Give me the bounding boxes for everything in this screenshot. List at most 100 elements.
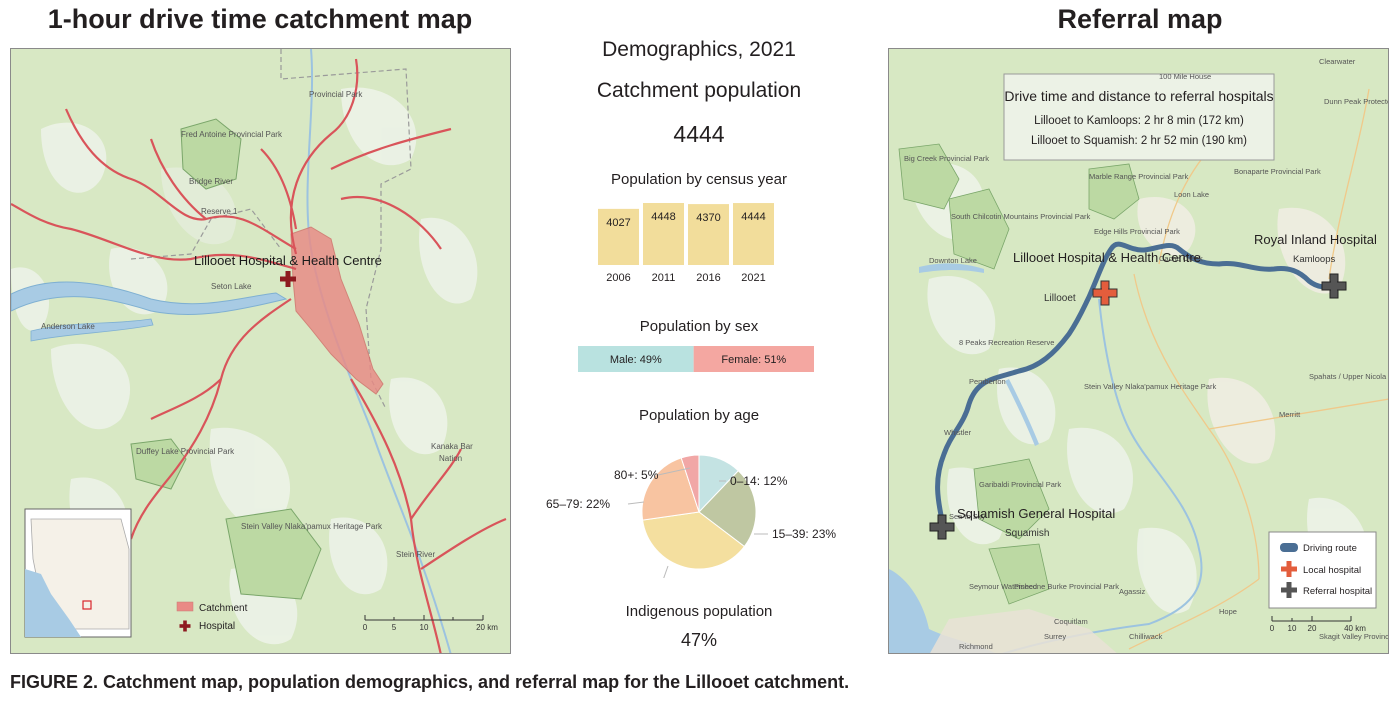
- pemberton-label: Pemberton: [969, 377, 1006, 386]
- census-year-label: 2006: [606, 272, 630, 284]
- right-scale-tick-0: 0: [1270, 624, 1275, 633]
- right-scale-tick-10: 10: [1288, 624, 1297, 633]
- age-leader-line: [657, 467, 691, 476]
- ocean: [889, 569, 995, 653]
- info-box-kamloops: Lillooet to Kamloops: 2 hr 8 min (172 km…: [1034, 115, 1244, 127]
- catchment-roads: [11, 58, 507, 653]
- anderson-lake-label: Anderson Lake: [41, 322, 95, 331]
- surrey-label: Surrey: [1044, 632, 1066, 641]
- mile-house-label: 100 Mile House: [1159, 72, 1211, 81]
- kamloops-label: Kamloops: [1293, 254, 1335, 265]
- royal-inland-cross-icon[interactable]: [1321, 273, 1347, 299]
- duffey-lake-label: Duffey Lake Provincial Park: [136, 447, 235, 456]
- marble-range-label: Marble Range Provincial Park: [1089, 172, 1188, 181]
- metro-area: [930, 609, 1117, 653]
- local-hospital-cross-icon[interactable]: [1092, 280, 1118, 306]
- lillooet-hospital-label: Lillooet Hospital & Health Centre: [194, 253, 382, 268]
- age-chart-title: Population by age: [638, 407, 760, 424]
- seton-lake: [11, 281, 288, 315]
- richmond-label: Richmond: [959, 642, 993, 651]
- referral-place-labels: Clearwater 100 Mile House Dunn Peak Prot…: [904, 57, 1389, 651]
- info-box-squamish: Lillooet to Squamish: 2 hr 52 min (190 k…: [1031, 135, 1247, 147]
- downton-lake: [919, 263, 984, 273]
- locator-inset: [24, 508, 194, 638]
- right-lillooet-hospital-label: Lillooet Hospital & Health Centre: [1013, 250, 1201, 265]
- marble-range-park: [1088, 163, 1140, 220]
- female-segment: [693, 346, 814, 372]
- driving-route: [935, 241, 1342, 532]
- clearwater-label: Clearwater: [1319, 57, 1356, 66]
- squamish-cross-icon[interactable]: [929, 514, 955, 540]
- regional-boundary: [280, 49, 412, 410]
- right-map-heading: Referral map: [1057, 4, 1223, 34]
- age-leader-line: [663, 565, 669, 578]
- garibaldi-park: [973, 458, 1050, 540]
- sex-chart-title: Population by sex: [639, 318, 759, 335]
- age-label: 0–14: 12%: [730, 474, 788, 488]
- demographics-title: Demographics, 2021: [602, 38, 796, 61]
- stein-valley-right-label: Stein Valley Nlaka'pamux Heritage Park: [1084, 382, 1216, 391]
- right-scale-tick-20: 20: [1308, 624, 1317, 633]
- catchment-area: [290, 226, 384, 395]
- census-year-label: 2021: [741, 272, 765, 284]
- catchment-population-label: Catchment population: [596, 79, 802, 102]
- stein-river-label: Stein River: [396, 550, 435, 559]
- age-label: 65–79: 22%: [546, 497, 610, 511]
- squamish-label: Squamish: [1005, 528, 1049, 539]
- census-value-label: 4448: [651, 211, 675, 223]
- census-bar-2021: [733, 203, 774, 265]
- fred-antoine-park: [180, 118, 242, 190]
- census-bar-chart: 4027 2006 4448 2011 4370 2016 4444 2021: [598, 203, 774, 284]
- male-segment: [578, 346, 694, 372]
- census-value-label: 4027: [606, 217, 630, 229]
- south-chilcotin-label: South Chilcotin Mountains Provincial Par…: [951, 212, 1090, 221]
- info-box-title: Drive time and distance to referral hosp…: [1004, 88, 1273, 104]
- fred-antoine-label: Fred Antoine Provincial Park: [181, 130, 283, 139]
- skagit-label: Skagit Valley Provincial Park: [1319, 632, 1389, 641]
- catchment-map-canvas: Fred Antoine Provincial Park Bridge Rive…: [11, 49, 510, 653]
- royal-inland-label: Royal Inland Hospital: [1254, 232, 1377, 247]
- map-labels: Fred Antoine Provincial Park Bridge Rive…: [41, 90, 473, 559]
- pinecone-park: [988, 543, 1050, 605]
- referral-map: Drive time and distance to referral hosp…: [888, 48, 1389, 654]
- provincial-park-label: Provincial Park: [309, 90, 363, 99]
- lillooet-lake: [1005, 379, 1039, 446]
- right-lillooet-town-label: Lillooet: [1044, 293, 1076, 304]
- coquitlam-label: Coquitlam: [1054, 617, 1088, 626]
- downton-lake-label: Downton Lake: [929, 256, 977, 265]
- indigenous-title: Indigenous population: [625, 603, 773, 620]
- age-leader-line: [627, 501, 645, 505]
- figure-caption: FIGURE 2. Catchment map, population demo…: [10, 672, 850, 692]
- census-bar-2006: [598, 208, 639, 265]
- sex-bar-chart: Male: 49% Female: 51%: [578, 346, 814, 372]
- left-scale-tick-10: 10: [420, 623, 429, 632]
- right-scale-bar: [1271, 616, 1352, 622]
- chilliwack-label: Chilliwack: [1129, 632, 1163, 641]
- age-pie-chart: 0–14: 12%15–39: 23%40–64: 37%65–79: 22%8…: [546, 454, 836, 578]
- census-year-label: 2016: [696, 272, 720, 284]
- sea-to-sky-label: Sea to Sky: [949, 512, 986, 521]
- regional-boundary-2: [130, 208, 282, 260]
- whistler-label: Whistler: [944, 428, 972, 437]
- age-label: 15–39: 23%: [772, 527, 836, 541]
- census-value-label: 4444: [741, 211, 765, 223]
- stein-valley-park: [225, 508, 322, 600]
- spahats-label: Spahats / Upper Nicola Indian Band: [1309, 372, 1389, 381]
- stein-valley-label: Stein Valley Nlaka'pamux Heritage Park: [241, 522, 383, 531]
- left-scale-tick-0: 0: [363, 623, 368, 632]
- census-year-label: 2011: [652, 272, 676, 284]
- cache-creek-label: Cache Creek: [1159, 254, 1203, 263]
- left-scale-tick-5: 5: [392, 623, 397, 632]
- referral-legend: [1268, 531, 1377, 609]
- legend-catchment-label: Catchment: [199, 603, 248, 614]
- left-scale-tick-20: 20 km: [476, 623, 498, 632]
- anderson-lake: [30, 318, 154, 342]
- age-slice-1: [698, 470, 757, 548]
- edge-hills-label: Edge Hills Provincial Park: [1094, 227, 1180, 236]
- hospital-cross-icon[interactable]: [280, 271, 296, 287]
- census-chart-title: Population by census year: [611, 171, 787, 188]
- left-map-heading: 1-hour drive time catchment map: [47, 4, 473, 34]
- loon-lake-label: Loon Lake: [1174, 190, 1209, 199]
- right-scale-tick-40: 40 km: [1344, 624, 1366, 633]
- catchment-map: Fred Antoine Provincial Park Bridge Rive…: [10, 48, 511, 654]
